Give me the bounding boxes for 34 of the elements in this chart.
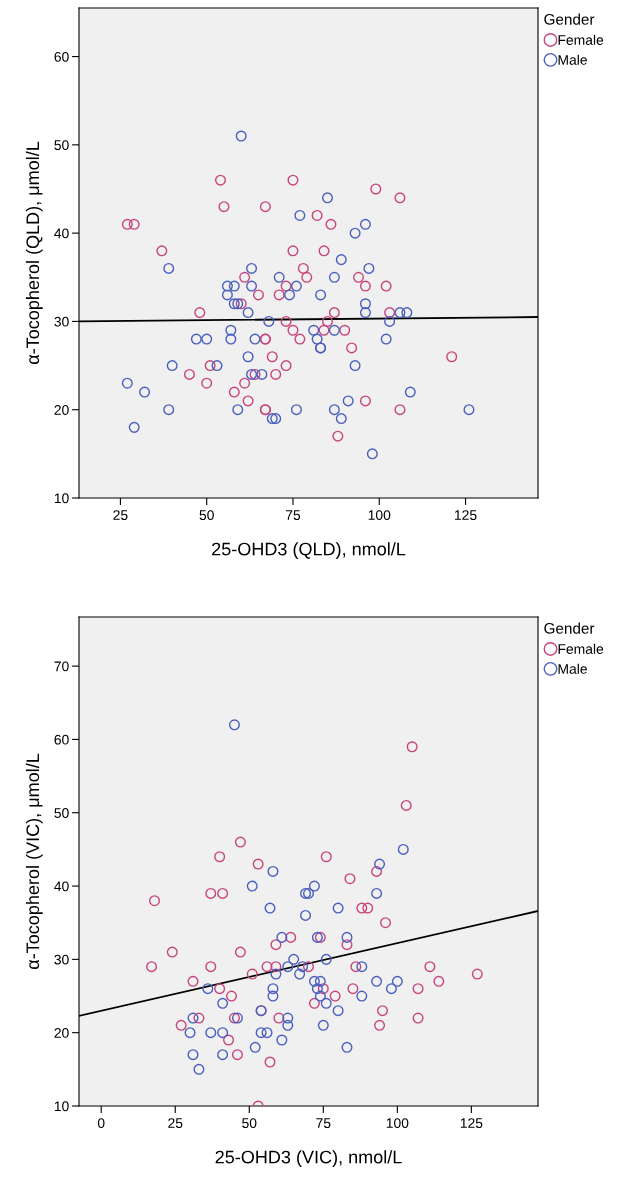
y-tick-label: 60 [54, 734, 69, 745]
legend-label: Male [558, 663, 587, 674]
x-axis-title: 25-OHD3 (QLD), nmol/L [212, 542, 406, 560]
y-tick-label: 20 [54, 405, 69, 415]
y-tick-label: 50 [54, 140, 69, 151]
x-tick-label: 25 [113, 510, 128, 521]
legend-label: Male [558, 54, 587, 65]
y-tick-label: 40 [54, 881, 69, 892]
x-tick-label: 75 [285, 510, 301, 521]
y-tick-label: 30 [54, 954, 69, 965]
x-axis-title: 25-OHD3 (VIC), nmol/L [215, 1150, 402, 1168]
y-axis-title: α-Tocopherol (VIC), μmol/L [25, 753, 43, 969]
x-tick-label: 125 [460, 1118, 483, 1129]
legend-title: Gender [544, 622, 595, 634]
x-tick-label: 25 [168, 1118, 183, 1129]
x-tick-label: 50 [242, 1118, 257, 1129]
x-tick-label: 100 [386, 1118, 409, 1129]
y-tick-label: 20 [54, 1028, 69, 1038]
legend-label: Female [558, 643, 604, 654]
y-tick-label: 30 [54, 316, 69, 327]
x-tick-label: 0 [97, 1118, 105, 1129]
legend-title: Gender [544, 13, 595, 25]
y-tick-label: 70 [54, 661, 69, 672]
y-axis-title: α-Tocopherol (QLD), μmol/L [25, 141, 43, 364]
y-tick-label: 10 [54, 1101, 69, 1112]
x-tick-label: 100 [368, 510, 391, 521]
x-tick-label: 75 [316, 1118, 331, 1129]
y-tick-label: 10 [54, 493, 69, 504]
y-tick-label: 50 [54, 808, 69, 818]
y-tick-label: 60 [54, 51, 69, 62]
legend-label: Female [558, 34, 604, 45]
x-tick-label: 125 [455, 510, 477, 521]
y-tick-label: 40 [54, 228, 69, 239]
x-tick-label: 50 [199, 510, 214, 521]
